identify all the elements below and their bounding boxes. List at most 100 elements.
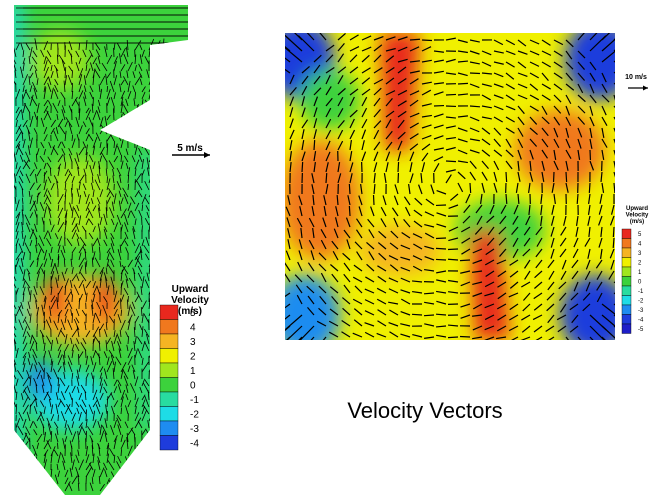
vector (160, 253, 163, 260)
vector (145, 109, 149, 120)
vector (170, 247, 172, 253)
vector (302, 162, 303, 172)
vector (142, 466, 145, 477)
vector (121, 283, 122, 295)
vector (156, 333, 159, 344)
vector (614, 49, 632, 62)
vector (23, 482, 26, 491)
legend-label: -1 (638, 289, 644, 295)
vector (156, 189, 159, 197)
vector (470, 73, 480, 74)
vector (128, 117, 134, 127)
vector (181, 358, 184, 365)
vector (156, 483, 161, 491)
vector (181, 483, 184, 491)
vector (160, 79, 163, 85)
vector (163, 282, 164, 288)
vector (163, 61, 169, 71)
vector (156, 404, 159, 414)
vector (154, 284, 156, 295)
vector (147, 436, 149, 442)
vector (156, 384, 159, 393)
vector (121, 474, 123, 484)
vector (182, 69, 184, 78)
vector (57, 443, 58, 449)
vector (181, 420, 184, 428)
vector (167, 280, 170, 288)
vector (125, 465, 128, 470)
vector (16, 439, 22, 449)
vector (349, 184, 350, 194)
legend-swatch (160, 305, 178, 320)
vector (179, 153, 184, 162)
vector (15, 485, 16, 491)
vector (184, 75, 188, 85)
vector (27, 478, 30, 484)
vector (179, 103, 184, 113)
vector (153, 95, 156, 106)
vector (157, 146, 163, 155)
vector (114, 125, 119, 134)
vector (177, 249, 181, 260)
vector (142, 127, 143, 134)
vector (155, 46, 156, 57)
legend-swatch (622, 305, 631, 315)
vector (183, 399, 184, 407)
vector (566, 172, 567, 182)
legend-swatch (622, 239, 631, 249)
vector (458, 83, 468, 84)
vector (163, 462, 168, 470)
vector (173, 181, 177, 190)
legend-swatch (160, 363, 178, 378)
vector (163, 124, 166, 134)
vector (170, 135, 174, 141)
legend-label: 4 (190, 322, 196, 333)
vector (175, 238, 177, 246)
vector (168, 296, 170, 302)
vector (460, 260, 470, 261)
vector (169, 50, 170, 57)
vector (155, 168, 156, 176)
vector (448, 259, 458, 260)
vector (159, 112, 163, 120)
legend-swatch (160, 349, 178, 364)
vector (149, 439, 154, 449)
vector (163, 266, 167, 274)
vector (170, 239, 174, 246)
vector (138, 109, 142, 120)
vector (170, 103, 176, 113)
vector (436, 259, 446, 260)
vector (156, 246, 157, 253)
legend-swatch (160, 320, 178, 335)
vector (174, 95, 177, 106)
legend-swatch (160, 392, 178, 407)
vector (470, 106, 480, 107)
vector (72, 294, 73, 302)
vector (168, 145, 170, 155)
vector (99, 329, 100, 337)
vector (178, 432, 184, 442)
legend-label: 3 (190, 337, 196, 348)
legend-label: 0 (638, 280, 642, 286)
vector (181, 442, 184, 449)
vector (412, 314, 422, 315)
vector (162, 161, 163, 169)
legend-swatch (160, 334, 178, 349)
vector (165, 155, 170, 162)
vector (156, 445, 157, 456)
vector (184, 348, 188, 358)
legend-swatch (622, 248, 631, 258)
vector (156, 130, 157, 141)
figure: 5 m/s 10 m/s UpwardVelocity(m/s)543210-1… (0, 0, 661, 495)
vector (50, 478, 51, 484)
vector (36, 456, 37, 463)
vector (121, 470, 125, 477)
vector (23, 467, 29, 477)
vector (177, 127, 180, 134)
vector (141, 478, 142, 484)
vector (153, 470, 156, 477)
vector (133, 484, 135, 491)
vector (177, 155, 180, 162)
vector (174, 164, 177, 169)
